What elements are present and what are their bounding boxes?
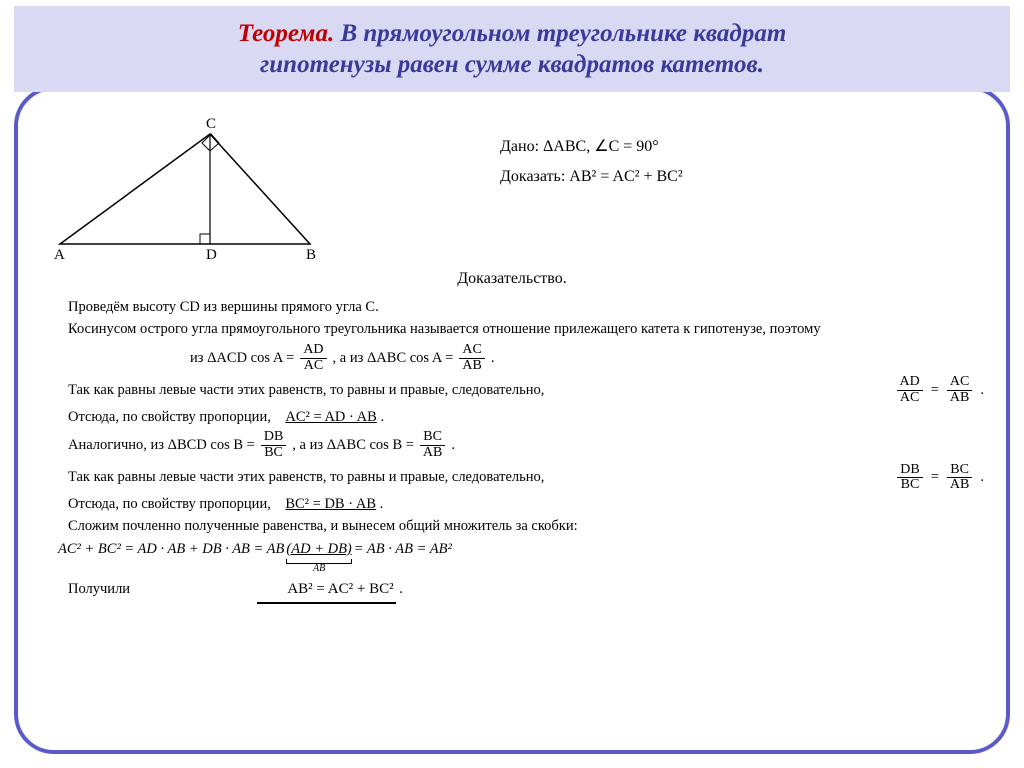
triangle-diagram: A B C D xyxy=(40,114,340,264)
result-1: AC² = AD · AB xyxy=(285,409,376,425)
proof-p5: Так как равны левые части этих равенств,… xyxy=(40,463,984,493)
proof-p7: Сложим почленно полученные равенства, и … xyxy=(40,515,984,537)
frac-ad-ac-2: ADAC xyxy=(897,375,923,405)
theorem-text-1: В прямоугольном треугольнике квадрат xyxy=(340,20,786,47)
result-2: BC² = DB · AB xyxy=(285,496,376,512)
frac-db-bc-2: DBBC xyxy=(897,463,922,493)
vertex-d: D xyxy=(206,247,217,263)
proof-p8: Получили AB² = AC² + BC² . xyxy=(40,578,984,603)
given-line: Дано: ΔABC, ∠C = 90° xyxy=(500,132,683,162)
frac-bc-ab-2: BCAB xyxy=(947,463,972,493)
vertex-b: B xyxy=(306,247,316,263)
proof-p4: Отсюда, по свойству пропорции, AC² = AD … xyxy=(40,406,984,428)
chain-equation: AC² + BC² = AD · AB + DB · AB = AB (AD +… xyxy=(40,538,984,570)
proof-p3: Так как равны левые части этих равенств,… xyxy=(40,375,984,405)
theorem-word: Теорема. xyxy=(238,20,334,47)
title-bar: Теорема. В прямоугольном треугольнике кв… xyxy=(14,6,1010,92)
underbrace: (AD + DB) AB xyxy=(286,538,351,570)
frac-ad-ac: ADAC xyxy=(300,343,326,373)
frac-ac-ab-2: ACAB xyxy=(947,375,972,405)
prove-line: Доказать: AB² = AC² + BC² xyxy=(500,162,683,192)
eq-cos-b: Аналогично, из ΔBCD cos B = DBBC , а из … xyxy=(40,430,984,460)
given-block: Дано: ΔABC, ∠C = 90° Доказать: AB² = AC²… xyxy=(500,114,683,193)
vertex-c: C xyxy=(206,116,216,132)
final-result: AB² = AC² + BC² xyxy=(257,578,395,603)
vertex-a: A xyxy=(54,247,65,263)
title-line-1: Теорема. В прямоугольном треугольнике кв… xyxy=(238,18,787,49)
proof-p6: Отсюда, по свойству пропорции, BC² = DB … xyxy=(40,493,984,515)
theorem-text-2: гипотенузы равен сумме квадратов катетов… xyxy=(260,49,764,80)
proof-heading: Доказательство. xyxy=(40,270,984,288)
proof-p2: Косинусом острого угла прямоугольного тр… xyxy=(40,318,984,340)
eq-cos-a: из ΔACD cos A = ADAC , а из ΔABC cos A =… xyxy=(40,343,984,373)
content-area: A B C D Дано: ΔABC, ∠C = 90° Доказать: A… xyxy=(40,114,984,742)
frac-ac-ab: ACAB xyxy=(459,343,484,373)
slide: Теорема. В прямоугольном треугольнике кв… xyxy=(0,0,1024,768)
frac-bc-ab: BCAB xyxy=(420,430,445,460)
proof-p1: Проведём высоту CD из вершины прямого уг… xyxy=(40,296,984,318)
diagram-row: A B C D Дано: ΔABC, ∠C = 90° Доказать: A… xyxy=(40,114,984,264)
proof-body: Проведём высоту CD из вершины прямого уг… xyxy=(40,296,984,604)
frac-db-bc: DBBC xyxy=(261,430,286,460)
